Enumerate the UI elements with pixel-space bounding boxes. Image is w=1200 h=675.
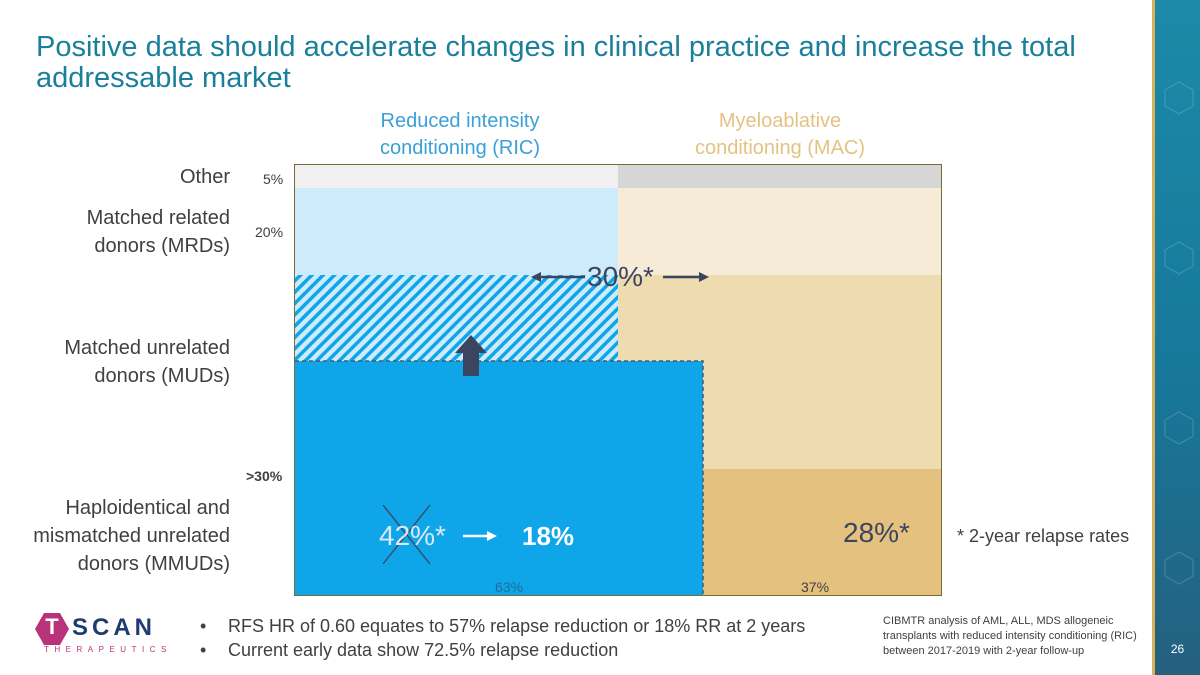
mac-share-label: 37% <box>801 579 830 595</box>
other-mac-cell <box>618 165 941 188</box>
bullet-text-2: Current early data show 72.5% relapse re… <box>228 640 619 660</box>
relapse-rate-28: 28%* <box>843 517 910 548</box>
row-label-mmud-line2: mismatched unrelated <box>33 525 230 547</box>
bullet-dot-icon: • <box>200 616 207 636</box>
expansion-dashed-outline <box>295 360 704 595</box>
row-label-mmud: Haploidentical and mismatched unrelated … <box>10 494 230 578</box>
row-label-mrd: Matched related donors (MRDs) <box>10 204 230 260</box>
hex-pattern-graphic <box>1164 81 1194 585</box>
bullet-item: • Current early data show 72.5% relapse … <box>200 638 805 662</box>
left-arrow-icon <box>531 272 541 282</box>
relapse-rate-18: 18% <box>522 521 575 551</box>
bullet-item: • RFS HR of 0.60 equates to 57% relapse … <box>200 614 805 638</box>
mac-column-header: Myeloablative conditioning (MAC) <box>660 108 900 162</box>
source-note: CIBMTR analysis of AML, ALL, MDS allogen… <box>883 615 1137 657</box>
mud-ric-hatched-cell <box>295 275 618 361</box>
ric-column-header: Reduced intensity conditioning (RIC) <box>340 108 580 162</box>
row-label-mud: Matched unrelated donors (MUDs) <box>10 334 230 390</box>
row-label-mrd-line1: Matched related <box>86 207 230 229</box>
relapse-rate-30: 30%* <box>587 261 654 292</box>
relapse-rate-42: 42%* <box>379 520 446 551</box>
mosaic-svg <box>295 165 941 595</box>
pct-mrd: 20% <box>255 224 284 240</box>
page-title: Positive data should accelerate changes … <box>36 31 1076 94</box>
page-number: 26 <box>1170 642 1185 656</box>
logo-letter: T <box>45 614 59 639</box>
mrd-ric-cell <box>295 188 618 275</box>
market-mosaic-chart: 30%* 42%* 18% 28%* 63% 37% <box>294 164 942 596</box>
mmud-mac-cell <box>703 469 941 595</box>
right-accent-line <box>1152 0 1155 675</box>
logo-word: SCAN <box>72 614 157 641</box>
row-label-mud-line1: Matched unrelated <box>64 337 230 359</box>
mmud-ric-cell <box>295 361 703 595</box>
row-label-mmud-line3: donors (MMUDs) <box>77 553 230 575</box>
ric-header-line1: Reduced intensity <box>380 110 540 132</box>
tscan-logo: T SCAN THERAPEUTICS <box>34 612 174 660</box>
up-arrow-icon <box>455 335 487 376</box>
relapse-footnote: * 2-year relapse rates <box>957 526 1130 546</box>
mac-header-line2: conditioning (MAC) <box>694 137 866 159</box>
pct-mmud: >30% <box>246 468 283 484</box>
mac-header-line1: Myeloablative <box>718 110 842 132</box>
ric-share-label: 63% <box>495 579 524 595</box>
row-label-mud-line2: donors (MUDs) <box>94 365 230 387</box>
bullet-list: • RFS HR of 0.60 equates to 57% relapse … <box>200 614 805 662</box>
right-decorative-bar <box>1155 0 1200 675</box>
row-label-other: Other <box>179 166 230 188</box>
right-arrow-icon <box>699 272 709 282</box>
pct-other: 5% <box>263 171 284 187</box>
logo-subtitle: THERAPEUTICS <box>44 645 172 654</box>
row-label-mmud-line1: Haploidentical and <box>65 497 230 519</box>
reduction-arrow-icon <box>487 531 497 541</box>
bullet-text-1: RFS HR of 0.60 equates to 57% relapse re… <box>228 616 806 636</box>
strike-line-2 <box>382 504 431 565</box>
other-ric-cell <box>295 165 618 188</box>
logo-hexagon-icon <box>35 613 69 645</box>
mrd-mac-cell <box>618 188 941 275</box>
row-label-mrd-line2: donors (MRDs) <box>94 235 230 257</box>
ric-header-line2: conditioning (RIC) <box>379 137 541 159</box>
bullet-dot-icon: • <box>200 640 207 660</box>
